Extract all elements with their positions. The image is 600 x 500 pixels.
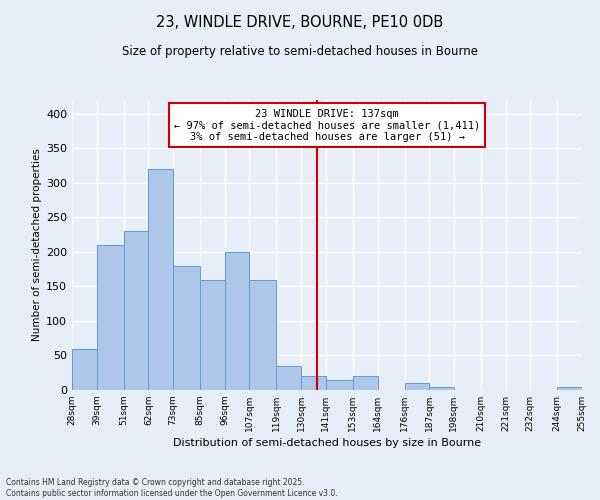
Text: Contains HM Land Registry data © Crown copyright and database right 2025.
Contai: Contains HM Land Registry data © Crown c…: [6, 478, 338, 498]
Bar: [277, 366, 301, 390]
Bar: [250, 280, 277, 390]
Text: Size of property relative to semi-detached houses in Bourne: Size of property relative to semi-detach…: [122, 45, 478, 58]
Bar: [429, 386, 454, 390]
X-axis label: Distribution of semi-detached houses by size in Bourne: Distribution of semi-detached houses by …: [173, 438, 481, 448]
Bar: [557, 386, 582, 390]
Bar: [404, 383, 429, 390]
Bar: [225, 252, 250, 390]
Bar: [173, 266, 200, 390]
Bar: [148, 169, 173, 390]
Bar: [200, 280, 225, 390]
Bar: [124, 231, 148, 390]
Bar: [326, 380, 353, 390]
Bar: [301, 376, 326, 390]
Y-axis label: Number of semi-detached properties: Number of semi-detached properties: [32, 148, 42, 342]
Bar: [97, 245, 124, 390]
Bar: [72, 348, 97, 390]
Text: 23 WINDLE DRIVE: 137sqm
← 97% of semi-detached houses are smaller (1,411)
3% of : 23 WINDLE DRIVE: 137sqm ← 97% of semi-de…: [174, 108, 480, 142]
Text: 23, WINDLE DRIVE, BOURNE, PE10 0DB: 23, WINDLE DRIVE, BOURNE, PE10 0DB: [157, 15, 443, 30]
Bar: [353, 376, 377, 390]
